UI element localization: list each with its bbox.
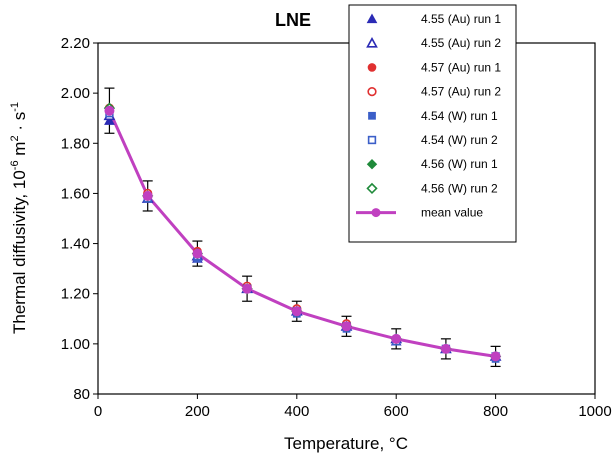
series-layer: [103, 87, 502, 368]
legend-label: 4.54 (W) run 1: [421, 109, 498, 123]
legend-marker: [366, 182, 378, 195]
legend-box: [348, 4, 517, 243]
legend-label: 4.55 (Au) run 1: [421, 12, 501, 26]
y-tick-label: 80: [73, 386, 90, 403]
mean-value-point: [192, 248, 203, 259]
plot-border: [97, 42, 596, 395]
mean-value-point: [104, 105, 115, 116]
data-point: [104, 115, 115, 125]
mean-value-point: [142, 190, 153, 201]
x-axis: 0 200 400 600 800 1000: [94, 394, 612, 420]
legend-label: 4.55 (Au) run 2: [421, 36, 501, 50]
legend-label-mean: mean value: [421, 206, 483, 220]
y-axis-title: Thermal diffusivity, 10-6 m2 · s-1: [9, 102, 29, 334]
plot-area: [97, 42, 596, 395]
legend-marker: [366, 37, 378, 48]
x-tick-label: 800: [483, 403, 508, 420]
x-tick-label: 1000: [578, 403, 611, 420]
legend-marker: [367, 135, 377, 145]
y-axis-title-main: Thermal diffusivity, 10: [10, 170, 29, 334]
legend-marker: [367, 63, 377, 72]
y-axis-title-exp2: 2: [9, 135, 21, 141]
legend-label: 4.56 (W) run 2: [421, 181, 498, 195]
legend-marker: [366, 13, 378, 24]
mean-value-point: [490, 351, 501, 362]
mean-value-point: [242, 283, 253, 294]
y-tick-label: 1.40: [61, 236, 90, 253]
y-tick-label: 1.00: [61, 336, 90, 353]
legend-label: 4.57 (Au) run 1: [421, 60, 501, 74]
x-axis-title: Temperature, °C: [284, 434, 408, 453]
y-axis-title-tail: · s: [10, 112, 29, 136]
legend: 4.55 (Au) run 1 4.55 (Au) run 2 4.57 (Au) …: [348, 4, 517, 243]
y-tick-label: 2.20: [61, 35, 90, 52]
y-axis-title-exp3: -1: [9, 102, 21, 112]
legend-label: 4.54 (W) run 2: [421, 133, 498, 147]
x-tick-label: 200: [185, 403, 210, 420]
y-tick-label: 2.00: [61, 85, 90, 102]
legend-marker: [368, 111, 376, 120]
mean-value-point: [391, 333, 402, 344]
x-tick-label: 400: [284, 403, 309, 420]
y-tick-label: 1.80: [61, 135, 90, 152]
chart-title: LNE: [275, 10, 311, 30]
mean-value-point: [291, 306, 302, 317]
mean-value-point: [341, 321, 352, 332]
legend-marker: [366, 158, 378, 170]
y-axis-title-exp: -6: [9, 160, 21, 170]
legend-label: 4.57 (Au) run 2: [421, 85, 501, 99]
legend-mean-marker: [371, 208, 381, 218]
x-tick-label: 0: [94, 403, 102, 420]
mean-value-point: [440, 343, 451, 354]
x-tick-label: 600: [384, 403, 409, 420]
y-tick-label: 1.20: [61, 286, 90, 303]
y-axis-title-unit: m: [10, 142, 29, 161]
y-tick-label: 1.60: [61, 185, 90, 202]
y-axis: 80 1.00 1.20 1.40 1.60 1.80 2.00 2.20: [61, 35, 98, 403]
legend-marker: [367, 86, 377, 97]
legend-label: 4.56 (W) run 1: [421, 157, 498, 171]
